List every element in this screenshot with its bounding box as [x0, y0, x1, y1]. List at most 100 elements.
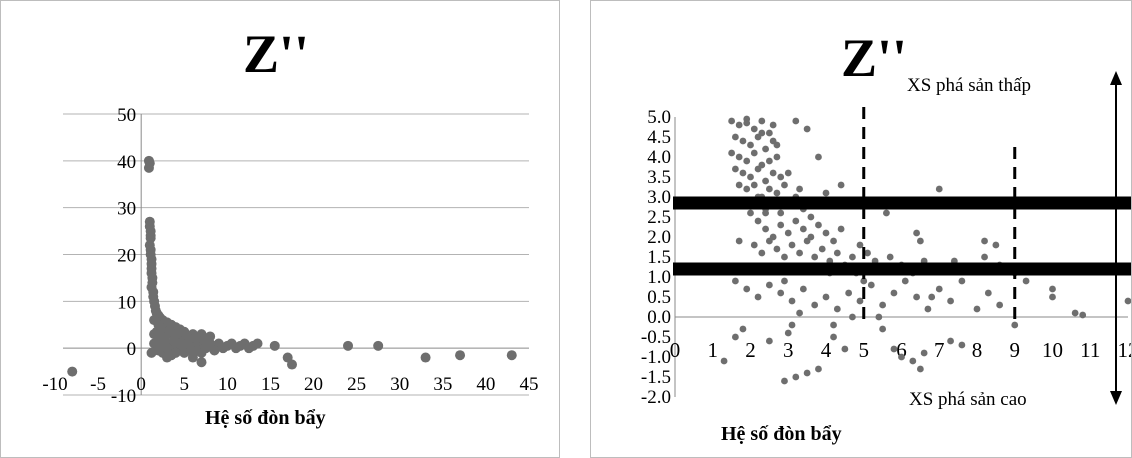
data-point [769, 121, 777, 129]
data-point [758, 249, 766, 257]
data-point [803, 369, 811, 377]
data-point [822, 189, 830, 197]
data-point [849, 253, 856, 261]
data-point [875, 313, 883, 321]
annotation-low-risk: XS phá sản thấp [907, 75, 1032, 96]
y-tick-label: 1.0 [647, 267, 671, 288]
data-point [252, 338, 263, 349]
data-point [867, 281, 875, 289]
data-point [830, 333, 837, 341]
data-point [750, 149, 758, 157]
data-point [754, 293, 762, 301]
data-point [811, 301, 819, 309]
data-point [162, 343, 173, 354]
data-point [765, 237, 773, 245]
right-chart-panel: Z'' XS phá sản thấp XS phá sản cao -2.0-… [590, 0, 1132, 458]
data-point [153, 329, 164, 340]
data-point [796, 309, 803, 317]
data-point [830, 321, 837, 329]
data-point [732, 133, 739, 141]
data-point [177, 340, 188, 351]
data-point [981, 237, 988, 245]
data-point [841, 345, 849, 353]
data-point [765, 157, 773, 165]
left-chart-panel: Z'' -10 0 10 20 30 40 50 -10 -5 0 5 10 15 20 25 30 35 40 4… [0, 0, 560, 458]
data-point [898, 353, 905, 361]
data-point [1049, 293, 1056, 301]
data-point [205, 338, 216, 349]
data-point [928, 293, 936, 301]
y-tick-label: 3.0 [647, 187, 671, 208]
data-point [735, 121, 743, 129]
data-point [856, 297, 864, 305]
data-point [781, 181, 788, 189]
data-point [815, 221, 822, 229]
x-tick-label: 4 [821, 338, 832, 362]
data-point [269, 340, 280, 351]
data-point [728, 149, 736, 157]
data-point [168, 336, 179, 347]
y-tick-label: 3.5 [647, 167, 671, 188]
data-point [728, 117, 736, 125]
data-point [792, 373, 800, 381]
data-point [1124, 297, 1131, 305]
data-point [420, 352, 431, 363]
data-point [845, 289, 853, 297]
data-point [837, 181, 845, 189]
data-point [762, 209, 769, 217]
x-tick-label: 6 [896, 338, 907, 362]
x-tick-label: 0 [670, 338, 681, 362]
data-point [243, 343, 254, 354]
y-tick-label: 1.5 [647, 247, 671, 268]
data-point [788, 297, 796, 305]
data-point [765, 337, 773, 345]
data-point [170, 347, 181, 358]
x-axis-label: Hệ số đòn bẩy [721, 423, 842, 445]
data-point [799, 285, 807, 293]
data-point [890, 289, 898, 297]
data-point [765, 185, 773, 193]
data-point [226, 338, 237, 349]
y-tick-label: 2.0 [647, 227, 671, 248]
y-tick-label: 40 [117, 152, 136, 173]
data-point [777, 221, 785, 229]
data-point [799, 225, 807, 233]
data-point [947, 297, 954, 305]
x-tick-label: 0 [136, 374, 146, 395]
data-point [173, 328, 184, 339]
data-point [958, 277, 966, 285]
data-point [856, 241, 864, 249]
y-tick-label: 4.0 [647, 147, 671, 168]
data-point [935, 285, 943, 293]
x-tick-label: 10 [218, 374, 237, 395]
data-point [815, 365, 822, 373]
data-point [1011, 321, 1019, 329]
data-point [146, 347, 157, 358]
x-axis-label: Hệ số đòn bẩy [205, 407, 326, 429]
data-point [784, 229, 792, 237]
data-point [796, 249, 803, 257]
data-point [864, 249, 871, 257]
data-point [720, 357, 728, 365]
data-point [373, 340, 384, 351]
x-tick-label: 7 [934, 338, 945, 362]
data-point [860, 277, 868, 285]
data-point [1049, 285, 1056, 293]
data-point [762, 225, 769, 233]
chart-title: Z'' [243, 24, 310, 84]
data-point [803, 125, 811, 133]
data-point [818, 245, 826, 253]
data-point [67, 366, 78, 377]
data-point [455, 350, 466, 361]
x-tick-label: 8 [972, 338, 983, 362]
data-point [732, 333, 739, 341]
data-point [754, 217, 762, 225]
x-tick-label: -5 [90, 374, 106, 395]
y-tick-label: 20 [117, 246, 136, 267]
data-point [916, 237, 924, 245]
data-point [879, 325, 887, 333]
data-point [1022, 277, 1030, 285]
y-tick-label: 0.0 [647, 307, 671, 328]
data-point [796, 185, 803, 193]
